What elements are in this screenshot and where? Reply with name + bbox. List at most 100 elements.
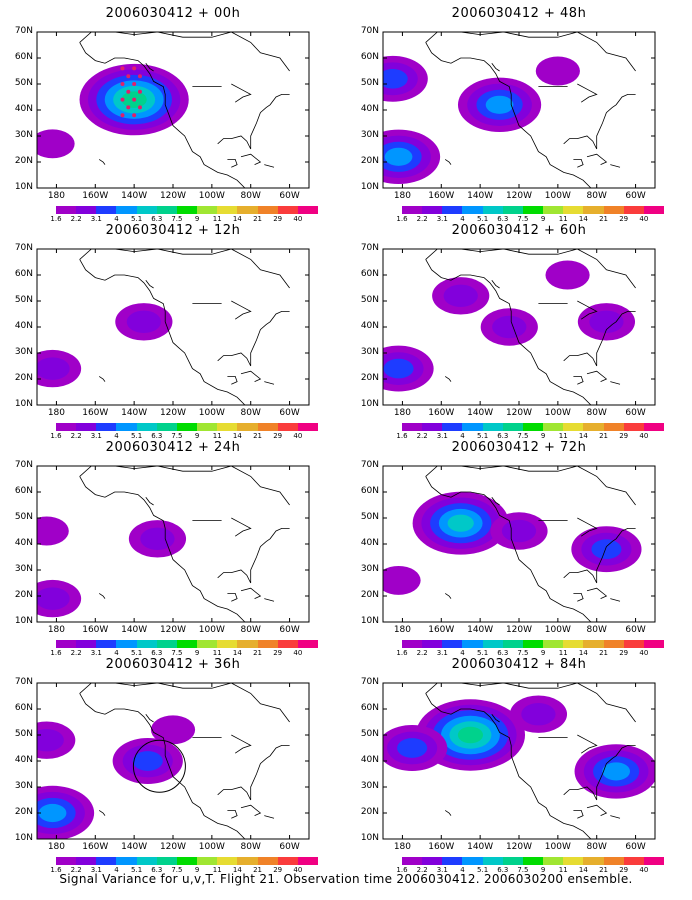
coastline: [240, 370, 262, 382]
colorbar-swatch: [522, 206, 544, 214]
x-tick-label: 120W: [505, 625, 533, 635]
coastline: [573, 593, 584, 602]
y-tick-label: 10N: [360, 399, 379, 409]
colorbar-swatch: [603, 206, 624, 214]
y-tick-label: 40N: [360, 321, 379, 331]
colorbar-label: 9: [540, 866, 546, 874]
x-tick-label: 80W: [586, 191, 607, 201]
colorbar-swatch: [116, 206, 137, 214]
coastline: [217, 745, 290, 801]
coastline: [425, 249, 636, 289]
x-tick-label: 60W: [625, 408, 646, 418]
x-tick-label: 180: [393, 191, 412, 201]
colorbar-swatch: [96, 857, 117, 865]
colorbar-swatch: [56, 206, 77, 214]
coastline: [444, 810, 452, 816]
colorbar-label: 21: [253, 649, 262, 657]
x-tick-label: 100W: [198, 842, 225, 852]
colorbar-label: 4: [114, 866, 119, 874]
colorbar-label: 3.1: [90, 215, 102, 223]
colorbar-swatch: [522, 640, 544, 648]
observation-dot: [137, 89, 142, 94]
colorbar-swatch: [422, 640, 443, 648]
colorbar-swatch: [543, 423, 564, 431]
variance-contour: [140, 527, 175, 551]
colorbar-swatch: [623, 857, 644, 865]
colorbar-label: 14: [578, 215, 588, 223]
coastline: [610, 598, 621, 602]
colorbar-swatch: [217, 206, 238, 214]
colorbar: [402, 423, 665, 431]
coastline: [217, 528, 290, 584]
x-tick-label: 180: [47, 842, 66, 852]
coastline: [227, 810, 238, 819]
colorbar-label: 3.1: [90, 432, 102, 440]
colorbar-label: 29: [273, 215, 283, 223]
observation-dot: [132, 113, 137, 118]
map-panel: 2006030412 + 48h 70N 60N 50N 40N 30N 20N 10N 180…: [346, 0, 692, 225]
y-tick-label: 10N: [360, 182, 379, 192]
colorbar-swatch: [462, 857, 483, 865]
colorbar-label: 21: [253, 215, 262, 223]
colorbar-swatch: [217, 857, 238, 865]
colorbar-label: 9: [194, 866, 200, 874]
coastline: [586, 587, 608, 599]
colorbar-swatch: [297, 206, 319, 214]
coastline: [425, 42, 592, 188]
y-tick-label: 60N: [360, 703, 379, 713]
coastline: [573, 159, 584, 168]
colorbar-swatch: [237, 423, 258, 431]
colorbar-swatch: [116, 423, 137, 431]
x-tick-label: 180: [47, 191, 66, 201]
coastline: [577, 734, 598, 754]
coastline: [610, 381, 621, 385]
x-tick-label: 140W: [121, 408, 148, 418]
y-tick-label: 30N: [14, 347, 33, 357]
coastline: [98, 159, 106, 165]
colorbar-label: 21: [599, 866, 608, 874]
map-plot: [36, 465, 310, 623]
colorbar: [56, 206, 319, 214]
colorbar-swatch: [603, 640, 624, 648]
colorbar: [402, 640, 665, 648]
coastline: [217, 94, 290, 150]
coastline: [425, 683, 636, 723]
colorbar-swatch: [156, 206, 177, 214]
coastline: [145, 279, 154, 289]
colorbar-swatch: [136, 640, 157, 648]
colorbar-label: 3.1: [436, 432, 448, 440]
colorbar-label: 6.3: [497, 432, 509, 440]
colorbar-swatch: [56, 857, 77, 865]
variance-contour: [132, 751, 163, 771]
colorbar-label: 6.3: [497, 649, 509, 657]
y-tick-label: 70N: [360, 26, 379, 36]
colorbar-swatch: [197, 857, 218, 865]
y-tick-label: 70N: [14, 243, 33, 253]
variance-contour: [447, 514, 474, 532]
variance-contour: [521, 702, 556, 726]
observation-dot: [120, 82, 125, 86]
y-tick-label: 20N: [360, 807, 379, 817]
coastline: [240, 153, 262, 165]
coastline: [79, 693, 246, 839]
colorbar-label: 3.1: [90, 649, 102, 657]
variance-contour: [545, 260, 590, 290]
colorbar-swatch: [522, 857, 544, 865]
colorbar-label: 9: [194, 432, 200, 440]
colorbar-label: 7.5: [517, 215, 529, 223]
colorbar-swatch: [76, 423, 97, 431]
colorbar-label: 7.5: [171, 215, 183, 223]
coastline: [145, 62, 154, 72]
y-tick-label: 30N: [360, 130, 379, 140]
coastline: [231, 83, 252, 103]
y-tick-label: 10N: [14, 833, 33, 843]
variance-contour: [37, 516, 69, 546]
colorbar-label: 5.1: [131, 866, 143, 874]
colorbar-label: 14: [232, 649, 242, 657]
x-tick-label: 120W: [159, 625, 187, 635]
panel-title: 2006030412 + 24h: [105, 440, 241, 455]
colorbar-swatch: [257, 857, 278, 865]
observation-dot: [132, 97, 137, 102]
colorbar-swatch: [76, 206, 97, 214]
colorbar: [402, 857, 665, 865]
